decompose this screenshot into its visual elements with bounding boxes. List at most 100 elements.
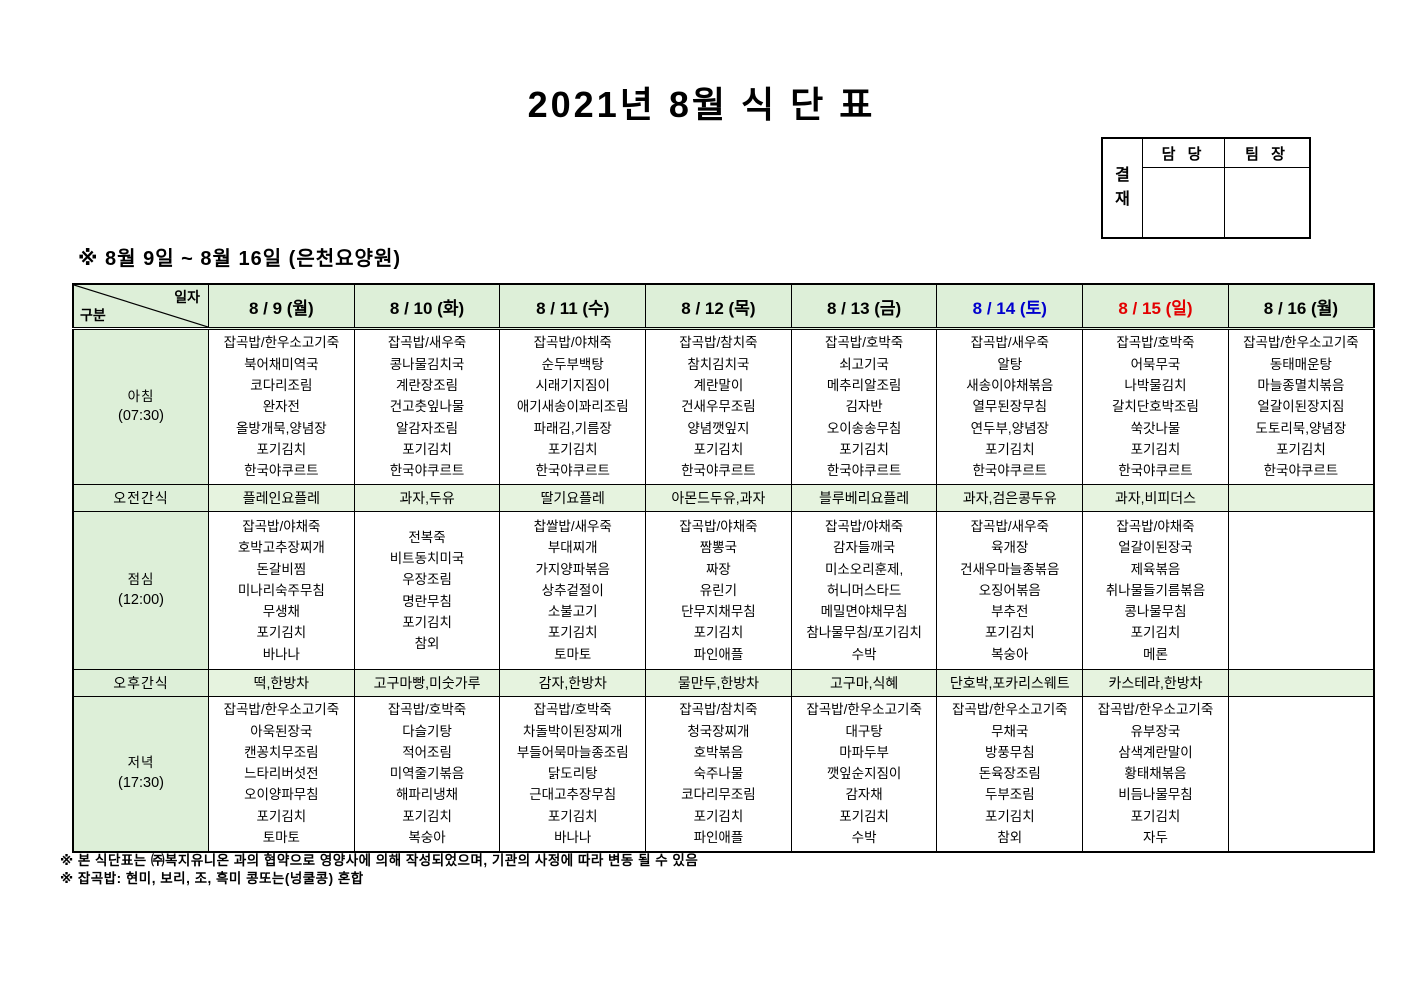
pm_snack-menu-cell: [1227, 669, 1375, 697]
approval-sign-cell: [1224, 167, 1311, 239]
menu-item: 해파리냉채: [395, 787, 459, 803]
menu-item: 연두부,양념장: [970, 420, 1049, 436]
menu-item: 비듬나물무침: [1118, 787, 1193, 803]
menu-item: 다슬기탕: [402, 723, 452, 739]
menu-item: 허니머스타드: [826, 582, 902, 598]
menu-item: 미나리숙주무침: [237, 582, 325, 598]
dinner-menu-cell: 잡곡밥/호박죽 다슬기탕 적어조림 미역줄기볶음 해파리냉채 포기김치 복숭아: [353, 696, 501, 852]
menu-item: 콩나물무침: [1124, 604, 1187, 620]
breakfast-menu-cell: 잡곡밥/새우죽 콩나물김치국 계란장조림 건고춧잎나물 알감자조림 포기김치 한국야쿠르트: [353, 328, 501, 485]
menu-item: 잡곡밥/참치죽: [679, 702, 758, 718]
menu-item: 전복죽: [408, 529, 446, 545]
menu-item: 잡곡밥/호박죽: [387, 702, 467, 718]
am_snack-menu-cell: 과자,비피더스: [1082, 484, 1229, 512]
lunch-menu-cell: 찹쌀밥/새우죽 부대찌개 가지양파볶음 상추겉절이 소불고기 포기김치 토마토: [499, 511, 647, 670]
menu-item: 토마토: [262, 829, 300, 845]
menu-item: 참치김치국: [687, 356, 750, 372]
row-label-text: 오후간식: [113, 674, 169, 691]
menu-item: 포기김치: [547, 808, 598, 824]
menu-item: 잡곡밥/새우죽: [970, 518, 1049, 534]
menu-item: 잡곡밥/호박죽: [1116, 335, 1195, 351]
menu-item: 오이송송무침: [826, 420, 902, 436]
menu-item: 찹쌀밥/새우죽: [533, 518, 612, 534]
row-label-breakfast: 아침 (07:30): [72, 328, 209, 485]
menu-item: 포기김치: [256, 808, 307, 824]
menu-item: 포기김치: [547, 625, 598, 641]
menu-item: 단무지채무침: [681, 604, 756, 620]
menu-item: 코다리조림: [250, 378, 313, 394]
row-label-am_snack: 오전간식: [72, 484, 209, 512]
pm_snack-menu-cell: 고구마빵,미숫가루: [353, 669, 501, 697]
menu-item: 상추겉절이: [541, 582, 604, 598]
menu-item: 잡곡밥/호박죽: [824, 335, 904, 351]
am_snack-menu-cell: 아몬드두유,과자: [645, 484, 792, 512]
menu-item: 얼갈이된장국: [1118, 540, 1193, 556]
menu-item: 코다리무조림: [681, 787, 756, 803]
menu-item: 양념깻잎지: [687, 420, 750, 436]
menu-item: 무채국: [991, 723, 1029, 739]
menu-item: 메론: [1143, 646, 1168, 662]
row-label-lunch: 점심 (12:00): [72, 511, 209, 670]
date-header-cell: 8 / 13 (금): [790, 283, 938, 330]
menu-item: 잡곡밥/참치죽: [679, 335, 758, 351]
menu-item: 메추리알조림: [826, 378, 902, 394]
footnote-line: ※ 잡곡밥: 현미, 보리, 조, 흑미 콩또는(넝쿨콩) 혼합: [60, 870, 364, 886]
menu-item: 포기김치: [984, 808, 1035, 824]
menu-item: 가지양파볶음: [535, 561, 610, 577]
menu-item: 참외: [414, 636, 440, 652]
am_snack-menu-cell: 과자,검은콩두유: [936, 484, 1084, 512]
menu-item: 잡곡밥/야채죽: [242, 518, 321, 534]
row-label-time: (17:30): [118, 775, 164, 792]
am_snack-menu-cell: [1227, 484, 1375, 512]
menu-item: 토마토: [554, 646, 592, 662]
menu-item: 한국야쿠르트: [1263, 463, 1339, 479]
breakfast-menu-cell: 잡곡밥/야채죽 순두부백탕 시래기지짐이 애기새송이꽈리조림 파래김,기름장 포기김치 한국…: [499, 328, 647, 485]
menu-row-breakfast: 아침 (07:30) 잡곡밥/한우소고기죽 북어채미역국 코다리조림 완자전 올방개묵,양념…: [72, 328, 1375, 485]
date-header-cell: 8 / 15 (일): [1082, 283, 1229, 330]
menu-item: 건새우무조림: [681, 399, 756, 415]
approval-col-timjang: 팀 장: [1224, 137, 1311, 169]
lunch-menu-cell: 잡곡밥/야채죽 감자들깨국 미소오리훈제, 허니머스타드 메밀면야채무침 참나물무침/포기…: [790, 511, 938, 670]
approval-col-damdang: 담 당: [1142, 137, 1225, 169]
menu-item: 참외: [997, 829, 1023, 845]
menu-item: 포기김치: [1276, 441, 1326, 457]
footnote-line: ※ 본 식단표는 ㈜복지유니온 과의 협약으로 영양사에 의해 작성되었으며, …: [60, 853, 699, 868]
menu-item: 느타리버섯전: [244, 766, 319, 782]
menu-item: 잡곡밥/한우소고기죽: [223, 335, 340, 351]
menu-item: 잡곡밥/야채죽: [679, 518, 758, 534]
dinner-menu-cell: 잡곡밥/한우소고기죽 대구탕 마파두부 깻잎순지짐이 감자채 포기김치 수박: [790, 696, 938, 852]
menu-item: 포기김치: [693, 808, 744, 824]
menu-item: 완자전: [262, 399, 300, 415]
corner-label-date: 일자: [174, 289, 200, 305]
menu-item: 캔꽁치무조림: [244, 744, 319, 760]
menu-item: 한국야쿠르트: [826, 463, 902, 479]
menu-item: 마파두부: [839, 744, 889, 760]
breakfast-menu-cell: 잡곡밥/한우소고기죽 동태매운탕 마늘종멸치볶음 얼갈이된장지짐 도토리묵,양념장 포기김…: [1227, 328, 1375, 485]
menu-item: 쇠고기국: [839, 356, 889, 372]
menu-row-dinner: 저녁 (17:30) 잡곡밥/한우소고기죽 아욱된장국 캔꽁치무조림 느타리버섯전 오이양파…: [72, 696, 1375, 852]
row-label-dinner: 저녁 (17:30): [72, 696, 209, 852]
pm_snack-menu-cell: 카스테라,한방차: [1082, 669, 1229, 697]
menu-item: 포기김치: [1130, 441, 1181, 457]
menu-item: 파래김,기름장: [533, 420, 612, 436]
menu-item: 부대찌개: [547, 540, 598, 556]
menu-item: 동태매운탕: [1269, 356, 1332, 372]
menu-item: 유린기: [699, 582, 738, 598]
dinner-menu-cell: [1227, 696, 1375, 852]
menu-item: 파인애플: [693, 646, 744, 662]
period-subtitle: ※ 8월 9일 ~ 8월 16일 (은천요양원): [78, 248, 401, 270]
menu-item: 적어조림: [402, 744, 452, 760]
menu-item: 올방개묵,양념장: [235, 420, 327, 436]
menu-item: 부추전: [991, 604, 1029, 620]
menu-item: 미소오리훈제,: [824, 561, 904, 577]
menu-item: 한국야쿠르트: [972, 463, 1048, 479]
page-title: 2021년 8월 식 단 표: [527, 84, 876, 125]
row-label-text: 저녁: [127, 755, 155, 771]
row-label-pm_snack: 오후간식: [72, 669, 209, 697]
am_snack-menu-cell: 과자,두유: [353, 484, 501, 512]
menu-item: 잡곡밥/새우죽: [387, 335, 467, 351]
pm_snack-menu-cell: 감자,한방차: [499, 669, 647, 697]
breakfast-menu-cell: 잡곡밥/호박죽 어묵무국 나박물김치 갈치단호박조림 쑥갓나물 포기김치 한국야쿠르트: [1082, 328, 1229, 485]
date-header-cell: 8 / 11 (수): [499, 283, 647, 330]
row-label-text: 점심: [127, 572, 155, 588]
